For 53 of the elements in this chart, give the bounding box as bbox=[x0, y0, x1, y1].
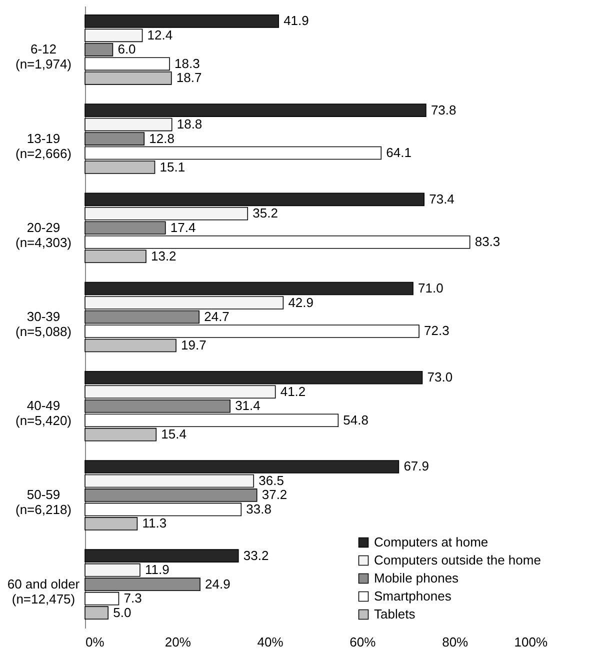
y-tick-label: 6-12 (n=1,974) bbox=[15, 42, 72, 72]
data-label: 83.3 bbox=[474, 234, 500, 250]
data-label: 11.3 bbox=[142, 516, 167, 531]
data-label: 33.8 bbox=[246, 501, 272, 516]
data-label: 71.0 bbox=[418, 280, 444, 296]
data-label: 42.9 bbox=[288, 294, 314, 310]
x-tick-label: 0% bbox=[86, 634, 105, 650]
data-label: 7.3 bbox=[124, 590, 142, 606]
x-tick-label: 80% bbox=[442, 634, 469, 650]
data-label: 19.7 bbox=[181, 337, 206, 352]
data-label: 6.0 bbox=[118, 42, 136, 57]
data-label: 73.4 bbox=[429, 191, 454, 206]
data-label: 64.1 bbox=[386, 145, 412, 160]
x-tick-label: 60% bbox=[350, 634, 376, 650]
data-label: 18.8 bbox=[176, 116, 202, 132]
data-label: 67.9 bbox=[404, 458, 430, 474]
y-tick-label: 50-59 (n=6,218) bbox=[15, 487, 72, 518]
data-label: 18.3 bbox=[174, 56, 200, 71]
data-label: 24.9 bbox=[205, 576, 230, 592]
data-label: 18.7 bbox=[176, 70, 202, 86]
data-label: 36.5 bbox=[258, 472, 284, 488]
x-tick-label: 20% bbox=[164, 634, 192, 650]
data-label: 41.9 bbox=[284, 13, 309, 28]
legend-label: Computers at home bbox=[374, 534, 488, 550]
data-label: 12.8 bbox=[149, 130, 174, 146]
data-label: 41.2 bbox=[280, 384, 306, 399]
data-label: 72.3 bbox=[424, 323, 450, 338]
legend-label: Tablets bbox=[374, 606, 416, 622]
legend-label: Computers outside the home bbox=[374, 552, 541, 568]
data-label: 15.1 bbox=[160, 159, 186, 174]
data-label: 17.4 bbox=[170, 220, 196, 235]
data-label: 33.2 bbox=[243, 548, 269, 563]
y-tick-label: 20-29 (n=4,303) bbox=[15, 220, 72, 250]
data-label: 13.2 bbox=[150, 248, 176, 264]
data-label: 31.4 bbox=[235, 398, 260, 414]
data-label: 54.8 bbox=[343, 412, 368, 428]
y-tick-label: 30-39 (n=5,088) bbox=[15, 309, 72, 339]
data-label: 35.2 bbox=[252, 206, 278, 221]
data-label: 73.8 bbox=[430, 102, 456, 118]
y-tick-label: 60 and older (n=12,475) bbox=[7, 576, 80, 606]
y-tick-label: 13-19 (n=2,666) bbox=[15, 130, 72, 161]
legend-label: Smartphones bbox=[374, 588, 452, 604]
data-label: 37.2 bbox=[262, 487, 288, 502]
x-tick-label: 40% bbox=[257, 634, 284, 650]
data-label: 24.7 bbox=[204, 309, 230, 324]
data-label: 15.4 bbox=[161, 426, 186, 442]
data-label: 11.9 bbox=[144, 562, 170, 578]
x-tick-label: 100% bbox=[514, 634, 548, 650]
data-label: 12.4 bbox=[147, 27, 173, 42]
y-tick-label: 40-49 (n=5,420) bbox=[15, 398, 72, 428]
data-label: 5.0 bbox=[113, 604, 132, 620]
data-label: 73.0 bbox=[427, 370, 453, 385]
legend-label: Mobile phones bbox=[374, 570, 460, 586]
